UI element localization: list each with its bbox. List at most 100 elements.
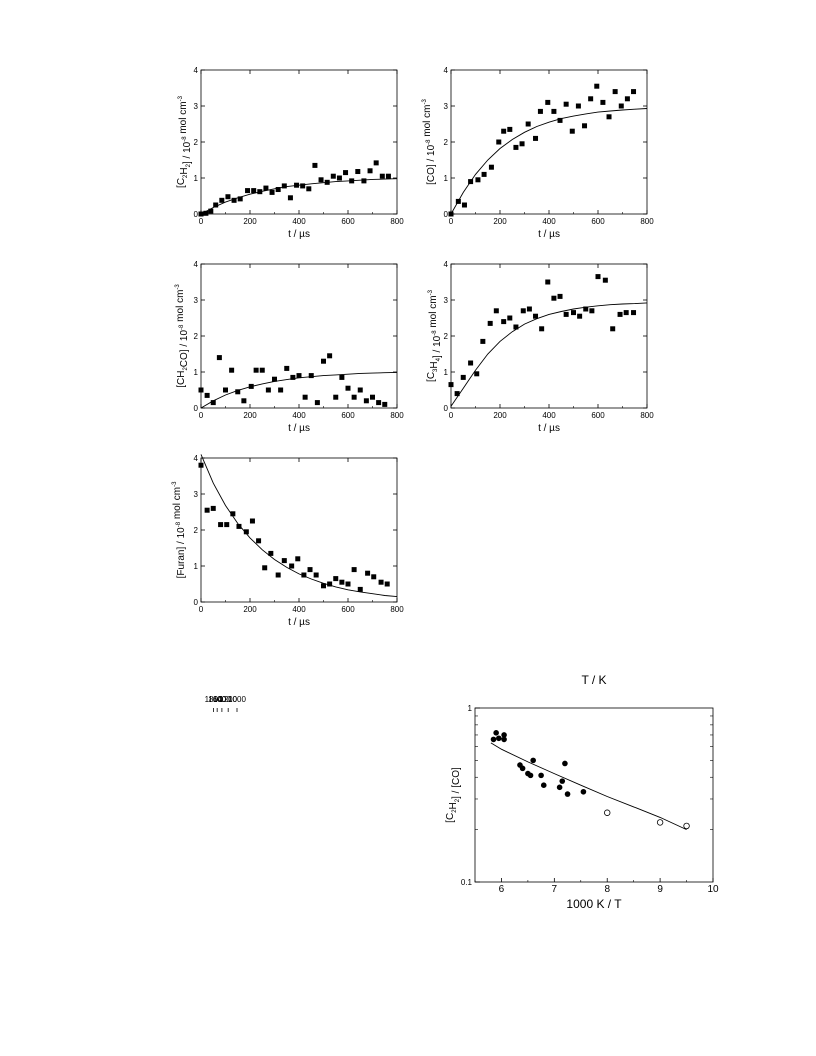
data-point [571,310,576,316]
x-axis-title: t / µs [538,423,560,434]
data-point [249,518,255,524]
data-point [333,394,339,400]
x-tick-label: 8 [604,884,610,895]
data-point [612,89,618,95]
y-tick-label: 2 [444,332,449,341]
x-tick-label: 400 [292,605,306,614]
data-point [251,188,257,194]
x-tick-label: 600 [341,411,355,420]
x-tick-label: 200 [493,217,507,226]
data-point [557,117,563,123]
data-point [365,570,371,576]
data-point [278,387,284,393]
data-point [448,382,454,388]
data-point [301,572,307,578]
data-point [606,114,612,120]
fit-line [200,178,398,215]
chart-c2h2: 0 200 400 600 800 0 1 2 3 4 t / µs [C2H2] / 10-8 mo… [176,66,404,240]
plot-frame [200,457,398,603]
top-x-tick-label: 1600 [208,695,226,704]
data-point [229,367,235,373]
fit-line [450,108,648,215]
x-tick-label: 0 [449,217,454,226]
data-point [204,392,210,398]
data-point [569,128,575,134]
y-tick-label: 0 [194,598,199,607]
data-point [333,576,339,582]
data-point-open [656,819,664,826]
data-point [336,175,342,181]
data-point [557,293,563,299]
data-point [268,550,274,556]
y-tick-label: 4 [194,66,199,75]
data-point [563,101,569,107]
data-point [363,398,369,404]
data-point [290,374,296,380]
data-point [321,583,326,589]
data-point [468,360,474,366]
data-point [327,353,333,359]
x-tick-label: 600 [341,605,355,614]
fit-line [200,454,398,598]
data-point [530,757,536,764]
data-point [218,522,224,528]
y-tick-label: 0 [194,210,199,219]
data-point [306,186,312,192]
plot-frame [200,263,398,409]
data-point-open [604,809,611,816]
chart-co: 0 200 400 600 800 0 1 2 3 4 t / µs [CO] / 10-8 mol … [422,66,654,240]
x-tick-label: 600 [341,217,355,226]
data-point [540,782,547,789]
data-point [539,326,545,332]
data-point [461,202,467,208]
data-point [351,567,357,573]
data-point [490,736,497,743]
y-tick-label: 1 [444,368,449,377]
data-point [496,735,502,742]
data-point [253,367,259,373]
data-point [519,765,526,772]
data-point [525,121,531,127]
data-point [289,563,295,569]
data-point [357,387,363,393]
data-point [308,373,314,379]
y-tick-label: 0 [194,404,199,413]
y-tick-label: 4 [444,260,449,269]
data-point [507,315,513,321]
data-point [580,788,587,795]
data-point [330,173,336,179]
data-point [556,784,563,791]
data-point [210,400,216,406]
data-point [256,538,262,544]
data-point [300,183,306,189]
x-tick-label: 0 [199,605,204,614]
y-tick-label: 2 [194,332,199,341]
data-point [262,565,268,571]
y-axis-title: [CH2CO] / 10-8 mol cm-3 [175,284,190,388]
data-point [623,310,629,316]
data-point [538,772,544,779]
y-axis-title: [Furan] / 10-8 mol cm-3 [172,481,187,578]
x-tick-label: 800 [640,411,654,420]
data-point [259,367,265,373]
y-tick-label: 2 [194,526,199,535]
data-point [487,320,493,326]
data-point [513,144,519,150]
y-axis-title: [CO] / 10-8 mol cm-3 [422,98,437,184]
data-point [287,195,293,201]
y-tick-label: 3 [194,490,199,499]
data-point [269,189,275,195]
data-point [526,306,532,312]
x-tick-label: 600 [591,217,605,226]
data-point [213,202,219,208]
data-point [307,567,313,573]
data-point [481,171,487,177]
x-tick-label: 400 [292,411,306,420]
y-axis-title: [C2H2] / [CO] [445,767,462,823]
x-tick-label: 600 [591,411,605,420]
x-tick-label: 800 [390,605,404,614]
data-point [545,99,551,105]
x-tick-label: 200 [243,605,257,614]
data-point [582,123,588,129]
data-point [533,313,539,319]
